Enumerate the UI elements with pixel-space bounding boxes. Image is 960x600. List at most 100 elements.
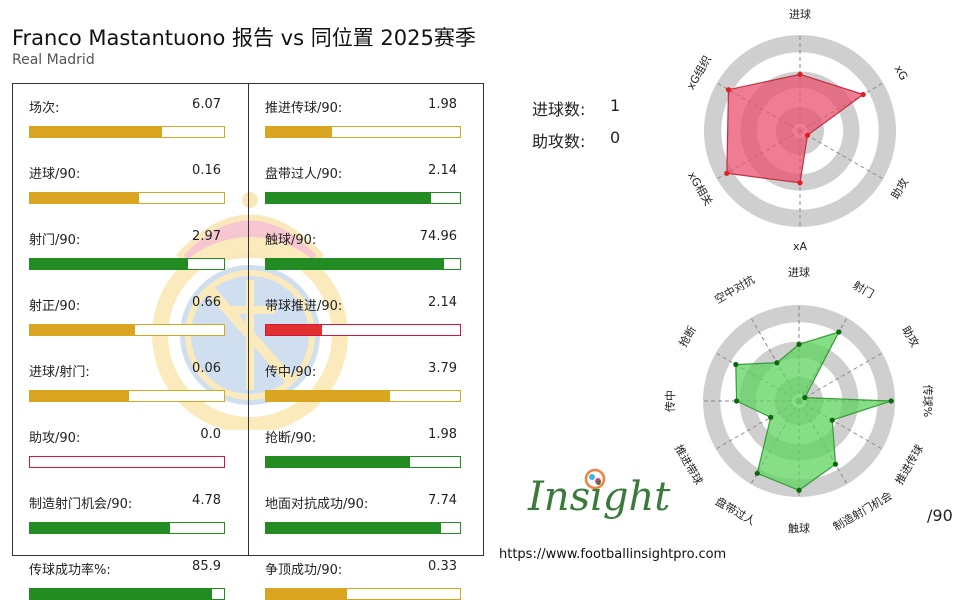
stat-label: 触球/90: (265, 233, 317, 248)
radar-axis-label: xG (892, 63, 911, 83)
stat-value: 2.14 (428, 163, 457, 178)
radar-axis-label: 助攻 (899, 323, 922, 349)
stat-value: 3.79 (428, 361, 457, 376)
stat-label: 进球/射门: (29, 365, 90, 380)
radar-point (860, 91, 866, 98)
radar-point (768, 414, 774, 420)
stat-bar (29, 522, 225, 534)
stat-bar-fill (266, 457, 410, 467)
stat-bar-fill (30, 127, 162, 137)
stat-bar-fill (266, 325, 323, 335)
stat-value: 1.98 (428, 97, 457, 112)
stat-bar (29, 258, 225, 270)
stat-label: 射正/90: (29, 299, 81, 314)
stat-label: 盘带过人/90: (265, 167, 343, 182)
stat-label: 场次: (29, 101, 60, 116)
radar-axis-label: xG相关 (685, 169, 716, 208)
radar-point (797, 71, 803, 77)
radar-point (836, 329, 842, 335)
stat-row: 传中/90: 3.79 (265, 361, 461, 402)
stat-bar (265, 390, 461, 402)
stat-row: 进球/射门: 0.06 (29, 361, 225, 402)
stat-bar (29, 390, 225, 402)
assists-count-value: 0 (610, 128, 621, 147)
stat-bar (29, 192, 225, 204)
radar-axis-label: 射门 (850, 278, 876, 301)
stat-value: 85.9 (192, 559, 221, 574)
stat-value: 0.33 (428, 559, 457, 574)
stat-bar (265, 192, 461, 204)
radar-point (724, 170, 730, 176)
stat-value: 0.06 (192, 361, 221, 376)
radar-axis-label: 触球 (788, 521, 810, 535)
stat-row: 场次: 6.07 (29, 97, 225, 138)
website-link[interactable]: https://www.footballinsightpro.com (499, 547, 727, 562)
stat-label: 带球推进/90: (265, 299, 343, 314)
stat-row: 射正/90: 0.66 (29, 295, 225, 336)
goals-count-value: 1 (610, 96, 621, 115)
stat-row: 地面对抗成功/90: 7.74 (265, 493, 461, 534)
stat-row: 进球/90: 0.16 (29, 163, 225, 204)
stat-value: 0.16 (192, 163, 221, 178)
stat-row: 制造射门机会/90: 4.78 (29, 493, 225, 534)
stat-bar (265, 324, 461, 336)
stat-row: 带球推进/90: 2.14 (265, 295, 461, 336)
radar-point (796, 487, 802, 493)
radar-axis-label: 助攻 (888, 175, 911, 201)
radar-charts: 进球xG助攻xAxG相关xG组织进球射门助攻传球%推进传球制造射门机会触球盘带过… (664, 7, 935, 535)
insight-logo: Insight (528, 468, 670, 528)
stat-value: 0.0 (200, 427, 221, 442)
stat-bar-fill (30, 391, 129, 401)
radar-axis (798, 352, 883, 402)
page-title: Franco Mastantuono 报告 vs 同位置 2025赛季 (12, 26, 476, 50)
radar-point (888, 398, 894, 404)
stat-label: 推进传球/90: (265, 101, 343, 116)
radar-point (796, 341, 802, 347)
stat-label: 助攻/90: (29, 431, 81, 446)
stat-value: 2.14 (428, 295, 457, 310)
assists-count: 助攻数: 0 (532, 128, 620, 152)
stat-label: 地面对抗成功/90: (265, 497, 369, 512)
stat-value: 74.96 (419, 229, 457, 244)
stat-value: 0.66 (192, 295, 221, 310)
stat-bar (29, 456, 225, 468)
stat-bar (265, 258, 461, 270)
stat-value: 7.74 (428, 493, 457, 508)
stat-label: 抢断/90: (265, 431, 317, 446)
per90-label: /90 (927, 506, 953, 525)
radar-point (804, 132, 811, 138)
radar-axis-label: 传中 (664, 390, 677, 412)
stat-value: 2.97 (192, 229, 221, 244)
radar-axis-label: 推进带球 (672, 442, 706, 487)
assists-count-label: 助攻数: (532, 132, 586, 151)
football-icon (584, 468, 606, 490)
radar-axis (799, 130, 884, 180)
stat-value: 1.98 (428, 427, 457, 442)
stat-bar-fill (30, 589, 213, 599)
stat-row: 推进传球/90: 1.98 (265, 97, 461, 138)
stat-label: 制造射门机会/90: (29, 497, 133, 512)
stat-bar (29, 126, 225, 138)
team-name: Real Madrid (12, 52, 95, 68)
stat-bar (265, 456, 461, 468)
stat-bar (29, 324, 225, 336)
stat-bar (265, 588, 461, 600)
radar-axis-label: 进球 (788, 265, 810, 279)
stat-bar-fill (30, 259, 189, 269)
radar-point (754, 470, 760, 476)
radar-point (774, 360, 780, 366)
radar-axis-label: xA (793, 240, 808, 253)
stat-row: 助攻/90: 0.0 (29, 427, 225, 468)
stat-value: 4.78 (192, 493, 221, 508)
stat-bar-fill (266, 523, 441, 533)
radar-axis-label: 制造射门机会 (830, 488, 894, 533)
stat-bar-fill (30, 523, 170, 533)
radar-point (725, 87, 732, 93)
stat-bar-fill (30, 193, 139, 203)
radar-axis-label: xG组织 (683, 53, 714, 92)
stat-bar (265, 522, 461, 534)
radar-point (733, 361, 739, 368)
stat-bar-fill (30, 325, 135, 335)
stat-value: 6.07 (192, 97, 221, 112)
stat-row: 射门/90: 2.97 (29, 229, 225, 270)
